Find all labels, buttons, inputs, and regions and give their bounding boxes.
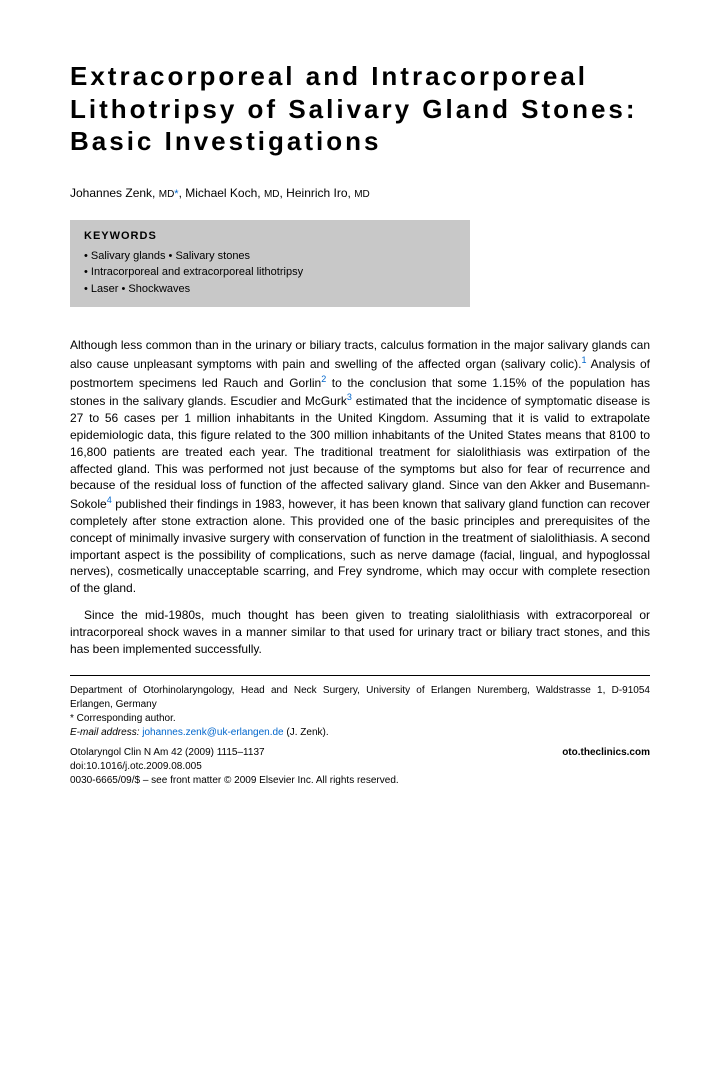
keywords-heading: KEYWORDS [84, 230, 456, 242]
email-label: E-mail address: [70, 727, 139, 738]
doi: doi:10.1016/j.otc.2009.08.005 [70, 760, 265, 774]
keywords-list: • Salivary glands • Salivary stones • In… [84, 248, 456, 298]
corresponding-note: * Corresponding author. [70, 712, 650, 726]
email-line: E-mail address: johannes.zenk@uk-erlange… [70, 726, 650, 740]
keywords-box: KEYWORDS • Salivary glands • Salivary st… [70, 220, 470, 308]
journal-site[interactable]: oto.theclinics.com [562, 746, 650, 774]
copyright: 0030-6665/09/$ – see front matter © 2009… [70, 774, 650, 788]
email-link[interactable]: johannes.zenk@uk-erlangen.de [142, 727, 283, 738]
keyword-line: • Intracorporeal and extracorporeal lith… [84, 264, 456, 281]
paragraph-1: Although less common than in the urinary… [70, 337, 650, 597]
keyword-line: • Laser • Shockwaves [84, 281, 456, 298]
authors-line: Johannes Zenk, MD*, Michael Koch, MD, He… [70, 186, 650, 200]
email-suffix: (J. Zenk). [284, 727, 329, 738]
article-title: Extracorporeal and Intracorporeal Lithot… [70, 60, 650, 158]
footer: Department of Otorhinolaryngology, Head … [70, 684, 650, 788]
affiliation: Department of Otorhinolaryngology, Head … [70, 684, 650, 712]
footer-rule [70, 675, 650, 676]
citation: Otolaryngol Clin N Am 42 (2009) 1115–113… [70, 746, 265, 760]
keyword-line: • Salivary glands • Salivary stones [84, 248, 456, 265]
paragraph-2: Since the mid-1980s, much thought has be… [70, 607, 650, 657]
